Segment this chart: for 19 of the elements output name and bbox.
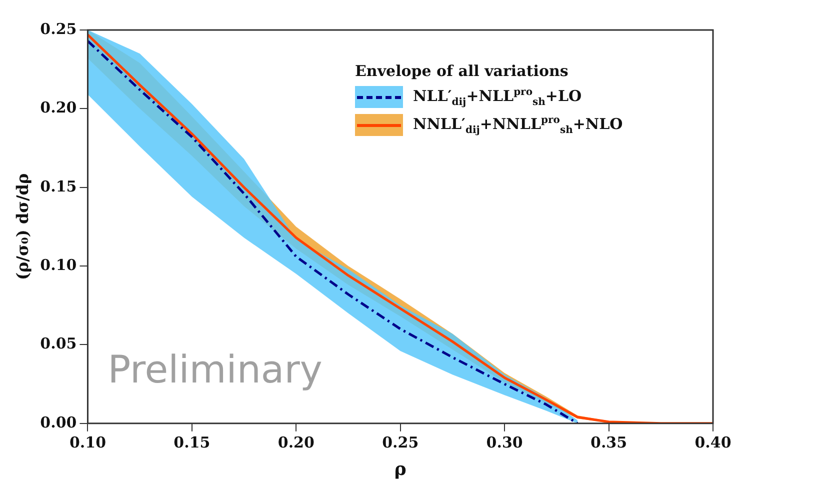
- x-tick-label: 0.30: [486, 433, 523, 452]
- annotation: Preliminary: [108, 347, 322, 392]
- x-tick-label: 0.10: [69, 433, 106, 452]
- x-tick-label: 0.35: [590, 433, 628, 452]
- y-tick-label: 0.05: [40, 334, 77, 353]
- x-tick-label: 0.40: [694, 433, 732, 452]
- x-tick-label: 0.20: [278, 433, 314, 452]
- legend-label: NLL′$_{dij}$+NLL$^{pro}$$_{sh}$+LO: [413, 86, 582, 108]
- y-tick-label: 0.15: [40, 177, 77, 196]
- x-axis-title: ρ: [394, 458, 406, 480]
- y-tick-label: 0.25: [40, 20, 77, 38]
- legend-label: NNLL′$_{dij}$+NNLL$^{pro}$$_{sh}$+NLO: [413, 114, 623, 136]
- x-tick-label: 0.25: [382, 433, 419, 452]
- x-tick-label: 0.15: [174, 433, 210, 452]
- y-tick-label: 0.10: [40, 256, 77, 274]
- y-tick-label: 0.20: [40, 98, 77, 117]
- legend-title: Envelope of all variations: [355, 62, 570, 80]
- y-axis-title: (ρ/σ₀) dσ/dρ: [12, 173, 32, 280]
- y-tick-label: 0.00: [40, 413, 77, 432]
